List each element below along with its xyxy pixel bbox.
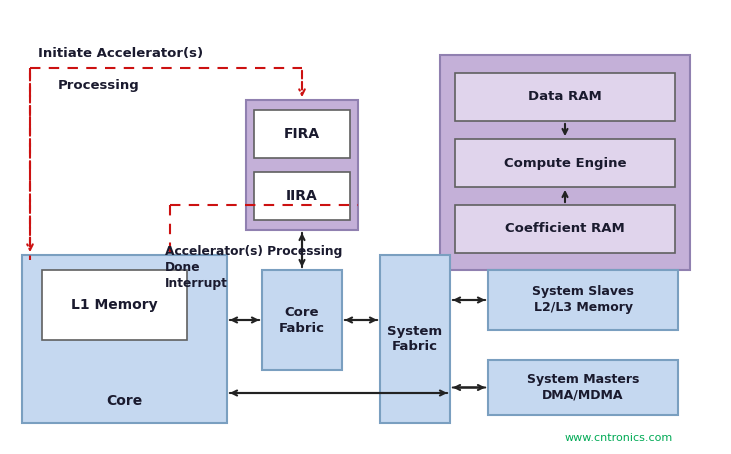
Text: Data RAM: Data RAM	[528, 90, 602, 104]
Text: Accelerator(s) Processing
Done
Interrupt: Accelerator(s) Processing Done Interrupt	[165, 245, 342, 290]
Text: System
Fabric: System Fabric	[387, 325, 442, 354]
Text: Compute Engine: Compute Engine	[504, 157, 626, 169]
Bar	[42, 270, 187, 340]
Bar	[262, 270, 342, 370]
Bar	[488, 360, 678, 415]
Bar	[246, 100, 358, 230]
Text: IIRA: IIRA	[286, 189, 318, 203]
Bar	[440, 55, 690, 270]
Text: Processing: Processing	[58, 79, 140, 93]
Bar	[488, 270, 678, 330]
Text: Core: Core	[107, 394, 143, 408]
Bar	[22, 255, 227, 423]
Text: Coefficient RAM: Coefficient RAM	[505, 222, 625, 236]
Bar	[380, 255, 450, 423]
Text: www.cntronics.com: www.cntronics.com	[565, 433, 673, 443]
Text: FIRA: FIRA	[284, 127, 320, 141]
Text: System Slaves
L2/L3 Memory: System Slaves L2/L3 Memory	[532, 286, 634, 315]
Text: Initiate Accelerator(s): Initiate Accelerator(s)	[38, 48, 203, 60]
Text: System Masters
DMA/MDMA: System Masters DMA/MDMA	[527, 373, 639, 402]
Text: Core
Fabric: Core Fabric	[279, 306, 325, 335]
Bar	[254, 110, 350, 158]
Text: L1 Memory: L1 Memory	[71, 298, 158, 312]
Bar	[455, 139, 675, 187]
Bar	[455, 205, 675, 253]
Bar	[254, 172, 350, 220]
Bar	[455, 73, 675, 121]
